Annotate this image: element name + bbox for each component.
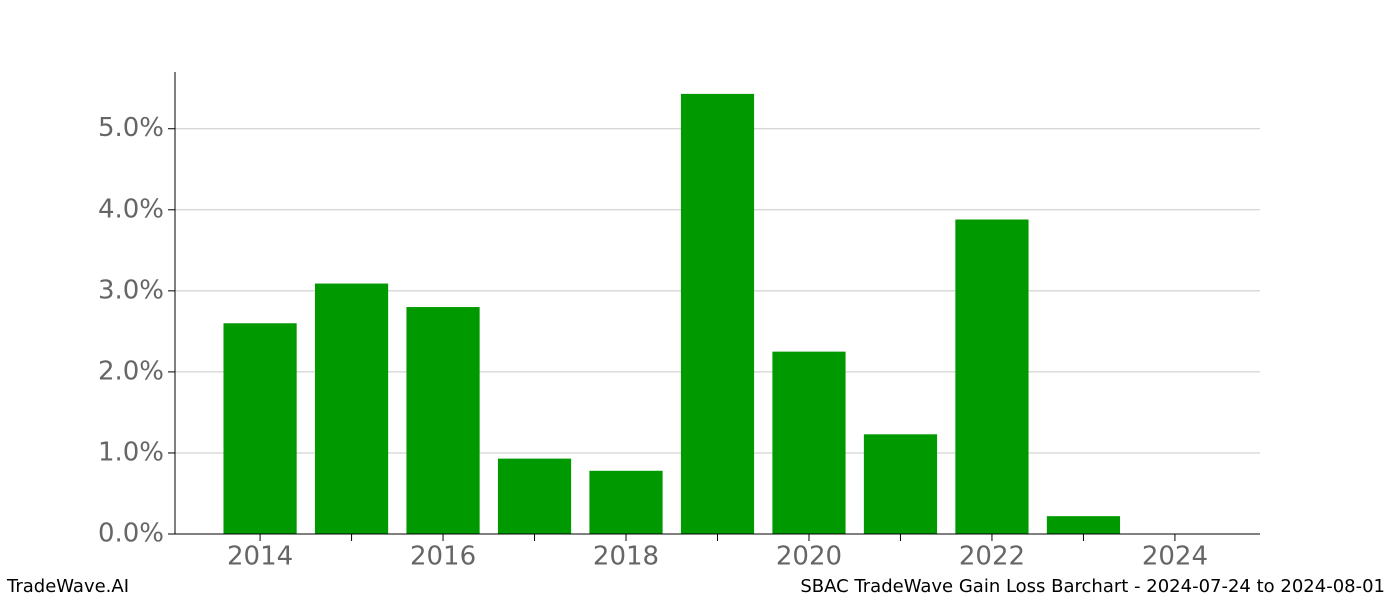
y-tick-label: 0.0% [98,519,164,549]
bar [1046,516,1121,534]
bar [314,283,389,534]
x-tick-label: 2018 [593,542,659,572]
bar [589,470,663,534]
y-tick-label: 3.0% [98,275,164,305]
y-tick-label: 4.0% [98,194,164,224]
x-tick-label: 2014 [227,542,293,572]
y-tick-label: 2.0% [98,356,164,386]
bar [406,307,480,534]
y-tick-label: 5.0% [98,113,164,143]
footer-right: SBAC TradeWave Gain Loss Barchart - 2024… [800,576,1385,597]
x-tick-label: 2024 [1142,542,1208,572]
bar [223,323,297,534]
x-tick-label: 2022 [959,542,1025,572]
bar [863,434,938,534]
bar [955,219,1029,534]
bar [497,458,572,534]
bar [772,351,846,534]
bar [680,93,755,534]
y-tick-label: 1.0% [98,437,164,467]
x-tick-label: 2020 [776,542,842,572]
footer-left: TradeWave.AI [6,576,129,597]
x-tick-label: 2016 [410,542,476,572]
